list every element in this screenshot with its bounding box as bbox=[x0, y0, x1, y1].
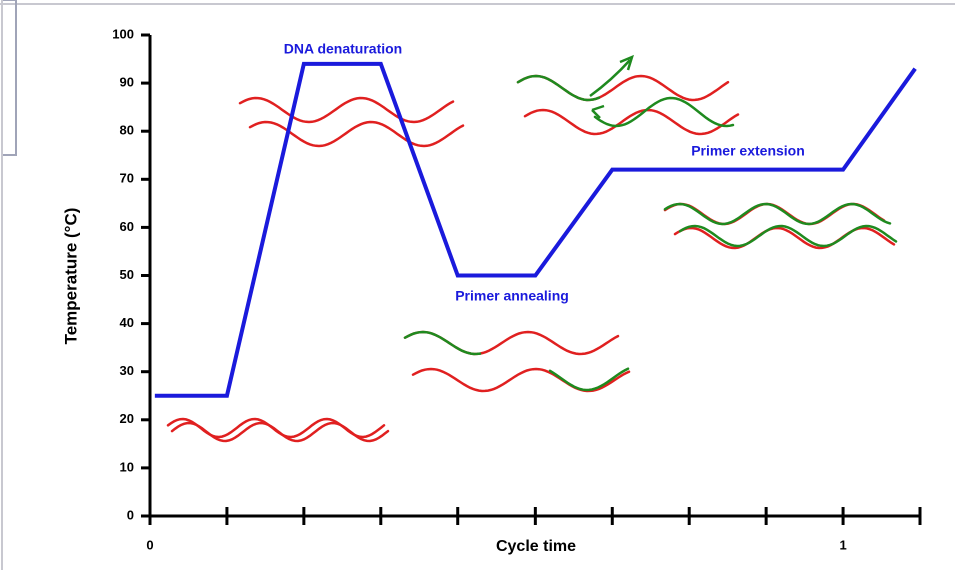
chart: DNA denaturation Primer annealing Primer… bbox=[0, 0, 955, 570]
background bbox=[0, 0, 955, 570]
y-tick-label: 10 bbox=[120, 459, 134, 474]
y-tick-label: 90 bbox=[120, 75, 134, 90]
y-tick-label: 0 bbox=[127, 507, 134, 522]
y-tick-label: 20 bbox=[120, 411, 134, 426]
y-tick-label: 30 bbox=[120, 363, 134, 378]
annotation: Primer extension bbox=[691, 143, 805, 159]
x-axis-label: Cycle time bbox=[496, 538, 576, 555]
y-tick-label: 100 bbox=[112, 26, 134, 41]
y-tick-label: 40 bbox=[120, 315, 134, 330]
y-tick-label: 80 bbox=[120, 123, 134, 138]
y-tick-label: 60 bbox=[120, 219, 134, 234]
x-tick-label: 0 bbox=[146, 537, 153, 552]
x-tick-label: 1 bbox=[839, 537, 846, 552]
annotation: DNA denaturation bbox=[284, 41, 402, 57]
y-tick-label: 50 bbox=[120, 267, 134, 282]
y-axis-label: Temperature (°C) bbox=[61, 208, 80, 345]
y-tick-label: 70 bbox=[120, 171, 134, 186]
annotation: Primer annealing bbox=[455, 288, 569, 304]
